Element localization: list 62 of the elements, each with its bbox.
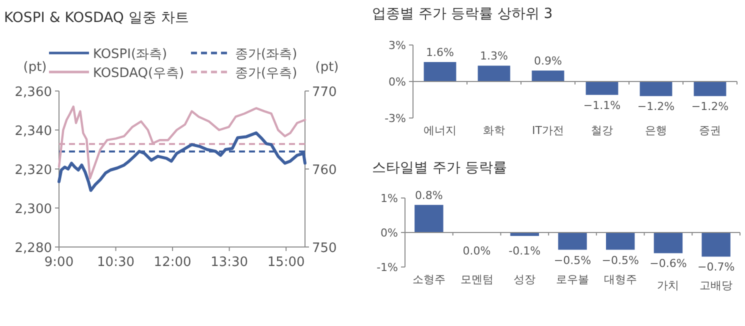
x-tick-label: 로우볼 (556, 273, 589, 286)
x-tick-label: 고배당 (700, 279, 733, 292)
y-tick-label: 2,320 (14, 163, 52, 178)
data-label: −0.6% (650, 257, 687, 270)
bar (640, 82, 672, 96)
legend-label: KOSDAQ(우측) (93, 66, 184, 81)
x-tick-label: 15:00 (267, 255, 305, 270)
x-tick-label: 철강 (591, 124, 613, 137)
data-label: 0.8% (414, 188, 443, 202)
bar (586, 82, 618, 95)
x-tick-label: 에너지 (424, 124, 456, 137)
x-tick-label: 소형주 (412, 273, 446, 286)
y2-tick-label: 760 (312, 163, 337, 178)
y-tick-label: 0% (388, 76, 406, 88)
x-tick-label: 9:00 (44, 255, 74, 270)
x-tick-label: 가치 (657, 279, 680, 292)
legend-label: KOSPI(좌측) (93, 47, 168, 62)
x-tick-label: 증권 (699, 124, 721, 137)
y-tick-label: 2,280 (14, 241, 52, 256)
bar (694, 82, 726, 96)
y-tick-label: -1% (376, 261, 398, 274)
data-label: −1.1% (583, 98, 621, 112)
data-label: −0.5% (602, 254, 639, 267)
data-label: 0.0% (462, 244, 491, 258)
chart-title: 업종별 주가 등락률 상하위 3 (372, 6, 553, 22)
y-axis-title: (pt) (23, 60, 47, 75)
legend-label: 종가(좌측) (235, 47, 298, 62)
data-label: 1.6% (426, 46, 454, 60)
y-tick-label: 2,300 (14, 202, 52, 217)
y2-axis-title: (pt) (315, 60, 339, 75)
y2-tick-label: 750 (312, 241, 337, 256)
y-tick-label: 2,340 (14, 124, 52, 139)
y-tick-label: -3% (384, 112, 406, 125)
data-label: 0.9% (534, 54, 562, 68)
y-tick-label: 2,360 (14, 85, 52, 100)
chart-title: 스타일별 주가 등락률 (372, 160, 507, 176)
chart-title: KOSPI & KOSDAQ 일중 차트 (4, 10, 189, 26)
y-tick-label: 1% (380, 192, 398, 205)
x-tick-label: 화학 (483, 124, 505, 137)
y-tick-label: 0% (380, 226, 398, 240)
legend-label: 종가(우측) (235, 66, 298, 81)
x-tick-label: 12:00 (154, 255, 192, 270)
x-tick-label: 대형주 (604, 273, 637, 286)
data-label: −0.5% (554, 254, 592, 267)
data-label: −1.2% (691, 100, 729, 114)
line-series (58, 106, 306, 180)
x-tick-label: 은행 (645, 124, 667, 137)
data-label: 1.3% (480, 50, 508, 63)
bar (478, 66, 510, 82)
x-tick-label: 성장 (514, 273, 536, 286)
x-tick-label: 13:30 (210, 255, 248, 270)
bar (424, 62, 456, 82)
y2-tick-label: 770 (312, 85, 337, 100)
x-tick-label: 모멘텀 (460, 273, 494, 286)
data-label: −0.7% (697, 260, 735, 274)
data-label: −1.2% (637, 100, 675, 114)
x-tick-label: 10:30 (97, 255, 135, 270)
line-series (58, 131, 306, 192)
bar (532, 70, 564, 82)
x-tick-label: IT가전 (532, 124, 564, 137)
y-tick-label: 3% (388, 39, 406, 52)
data-label: -0.1% (508, 244, 541, 258)
